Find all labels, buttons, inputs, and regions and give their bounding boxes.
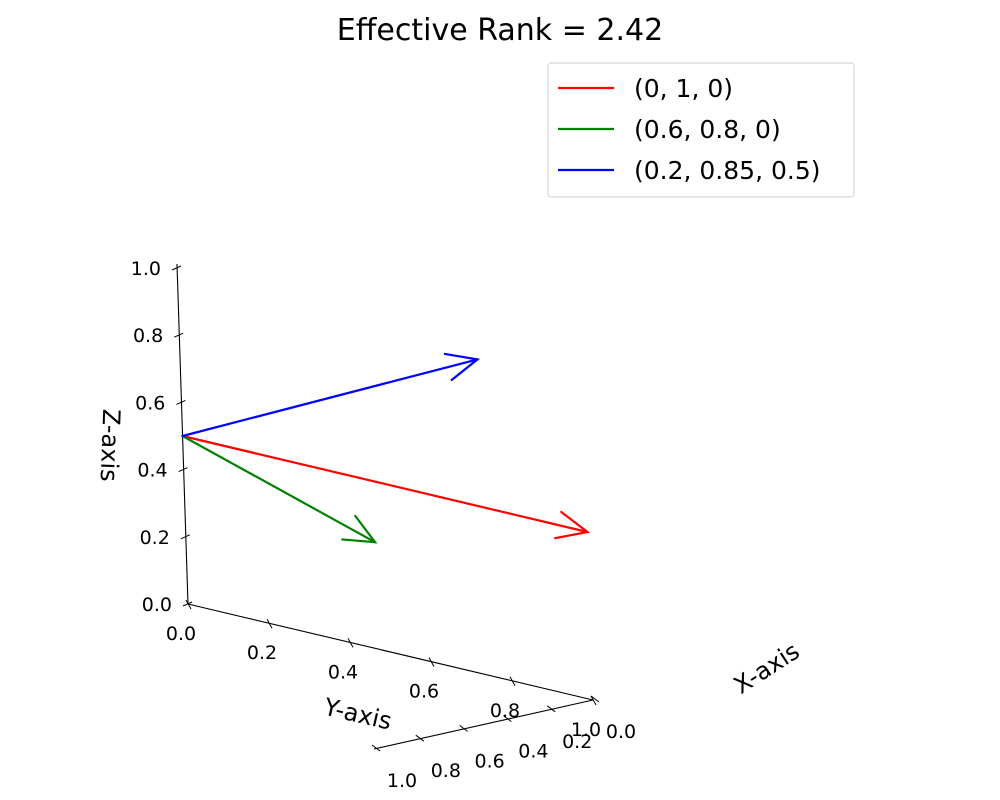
x-tick [590, 695, 600, 703]
z-tick-label: 1.0 [131, 258, 161, 280]
vector-arrowhead [553, 510, 591, 540]
y-tick-label: 0.4 [328, 661, 358, 683]
vector-arrow [181, 434, 378, 544]
legend-label: (0.6, 0.8, 0) [634, 115, 781, 144]
z-tick [178, 467, 188, 473]
x-tick-label: 0.0 [606, 721, 636, 743]
vectors [181, 352, 591, 544]
z-tick-label: 0.8 [133, 325, 163, 347]
vector-arrow [181, 434, 591, 540]
x-tick [415, 734, 425, 742]
z-tick-label: 0.0 [142, 594, 172, 616]
legend: (0, 1, 0) (0.6, 0.8, 0) (0.2, 0.85, 0.5) [547, 62, 855, 198]
vector-arrowhead [443, 352, 481, 382]
x-tick-label: 0.2 [562, 731, 592, 753]
vector-shaft [181, 358, 479, 438]
x-tick-label: 1.0 [387, 770, 417, 792]
y-tick [428, 657, 435, 667]
z-tick [176, 399, 186, 405]
axes: 0.0 0.2 0.4 0.6 0.8 1.0 Y-axis 0.0 0.2 0.4 0.6 0.8 1… [95, 258, 805, 792]
z-tick-label: 0.6 [135, 392, 165, 414]
x-tick-label: 0.6 [474, 750, 504, 772]
y-tick [347, 638, 354, 648]
y-axis-label: Y-axis [320, 693, 394, 736]
x-tick [371, 744, 381, 752]
x-tick-label: 0.4 [518, 741, 548, 763]
y-tick-label: 0.8 [490, 700, 520, 722]
vector-arrow [181, 352, 481, 438]
z-tick [180, 534, 191, 540]
chart-title: Effective Rank = 2.42 [337, 13, 663, 48]
z-tick [173, 332, 184, 338]
z-tick [182, 601, 193, 607]
z-axis-label: Z-axis [95, 408, 126, 482]
y-tick-label: 0.0 [166, 623, 196, 645]
legend-label: (0.2, 0.85, 0.5) [634, 156, 820, 185]
x-tick [546, 705, 556, 713]
x-axis-label: X-axis [729, 637, 805, 700]
vector-shaft [181, 434, 589, 534]
y-tick [509, 676, 516, 687]
y-tick [266, 618, 273, 629]
y-tick [185, 599, 192, 610]
y-tick-label: 0.6 [409, 681, 439, 703]
x-tick [459, 725, 468, 732]
y-axis-line [187, 603, 594, 701]
x-tick [503, 715, 512, 722]
y-tick-label: 1.0 [571, 719, 601, 741]
legend-label: (0, 1, 0) [634, 74, 733, 103]
vector-shaft [181, 434, 377, 544]
z-tick [171, 265, 182, 271]
legend-box [547, 62, 855, 198]
z-axis-line [176, 263, 189, 605]
y-tick [590, 695, 597, 706]
y-tick-label: 0.2 [247, 642, 277, 664]
vector-arrowhead [341, 514, 378, 544]
z-tick-label: 0.4 [137, 460, 167, 482]
x-tick-label: 0.8 [431, 760, 461, 782]
x-axis-line [373, 699, 594, 750]
z-tick-label: 0.2 [140, 527, 170, 549]
